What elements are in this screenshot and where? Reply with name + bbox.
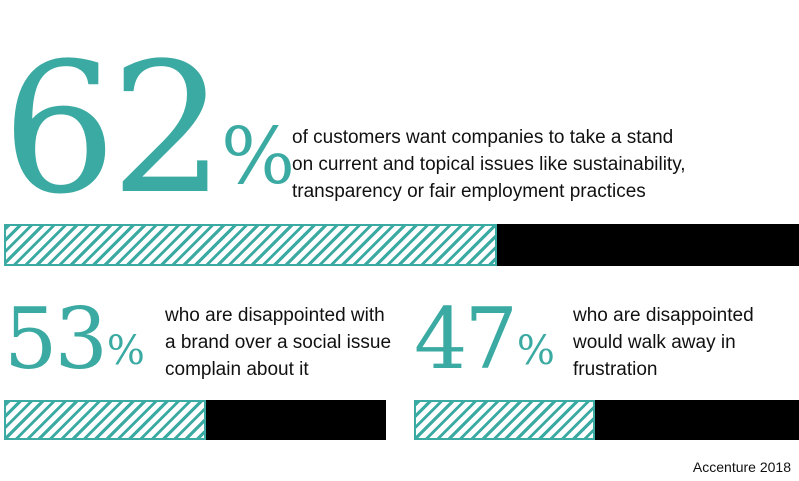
description-line: complain about it	[165, 359, 309, 380]
percent-sign: %	[221, 112, 296, 202]
percent-sign: %	[106, 328, 145, 375]
description-line: frustration	[573, 359, 658, 380]
bar-fill	[4, 400, 207, 440]
percentage-bar	[4, 224, 799, 266]
percentage-bar	[4, 400, 386, 440]
description-line: of customers want companies to take a st…	[292, 127, 674, 148]
description-line: would walk away in	[573, 332, 736, 353]
stat-number: 62	[2, 25, 225, 234]
stat-description: who are disappointed would walk away in …	[573, 302, 793, 383]
source-credit: Accenture 2018	[692, 459, 791, 475]
stat-disappointed-complain: 53 %	[4, 290, 145, 388]
bar-fill	[4, 224, 497, 266]
stat-customers-take-stand: 62 %	[2, 25, 296, 234]
description-line: transparency or fair employment practice…	[292, 181, 646, 202]
description-line: who are disappointed with	[165, 305, 385, 326]
stat-number: 47	[414, 290, 518, 388]
description-line: on current and topical issues like susta…	[292, 154, 686, 175]
percentage-bar	[414, 400, 799, 440]
stat-description: who are disappointed with a brand over a…	[165, 302, 405, 383]
stat-description: of customers want companies to take a st…	[292, 124, 782, 205]
stat-disappointed-walk-away: 47 %	[414, 290, 555, 388]
bar-fill	[414, 400, 595, 440]
percent-sign: %	[516, 328, 555, 375]
description-line: a brand over a social issue	[165, 332, 392, 353]
description-line: who are disappointed	[573, 305, 754, 326]
stat-number: 53	[4, 290, 108, 388]
